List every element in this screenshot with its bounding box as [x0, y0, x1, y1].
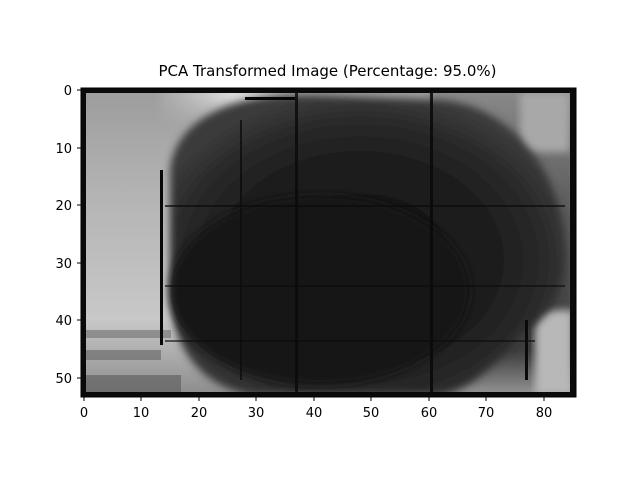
y-tick-label: 0: [64, 84, 72, 99]
x-axis: 0 10 20 30 40 50 60 70 80: [80, 397, 552, 421]
y-tick-label: 20: [55, 199, 72, 214]
plot-title: PCA Transformed Image (Percentage: 95.0%…: [158, 62, 497, 80]
y-tick-label: 40: [55, 314, 72, 329]
x-tick-label: 10: [133, 406, 150, 421]
y-tick-label: 30: [55, 257, 72, 272]
x-tick-label: 60: [421, 406, 438, 421]
pca-image: [81, 88, 576, 397]
y-axis: 0 10 20 30 40 50: [55, 84, 81, 387]
y-tick-label: 50: [55, 372, 72, 387]
y-tick-label: 10: [55, 142, 72, 157]
x-tick-label: 80: [536, 406, 553, 421]
axes-frame: [80, 87, 577, 398]
x-tick-label: 20: [191, 406, 208, 421]
x-tick-label: 70: [478, 406, 495, 421]
x-tick-label: 50: [363, 406, 380, 421]
x-tick-label: 30: [248, 406, 265, 421]
x-tick-label: 0: [80, 406, 88, 421]
x-tick-label: 40: [306, 406, 323, 421]
